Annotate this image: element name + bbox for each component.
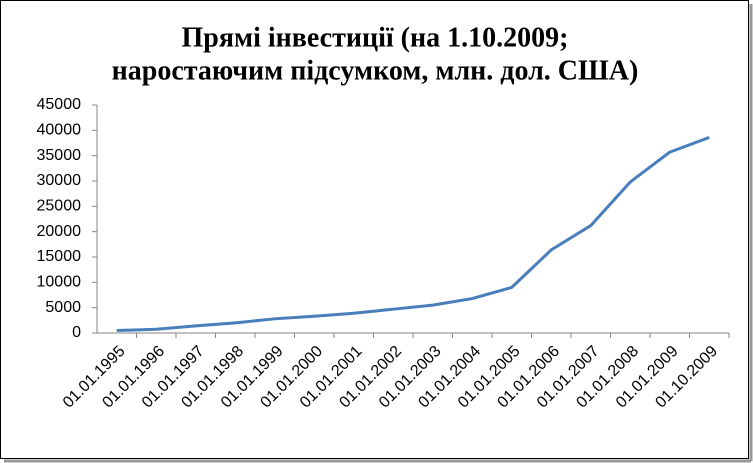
y-tick-label: 15000 <box>37 248 82 265</box>
chart-title: наростаючим підсумком, млн. дол. США) <box>112 55 639 86</box>
data-line <box>116 136 710 333</box>
y-tick-label: 30000 <box>37 172 82 189</box>
y-tick-label: 0 <box>72 324 81 341</box>
y-tick-label: 40000 <box>37 122 82 139</box>
chart-title: Прямі інвестиції (на 1.10.2009; <box>182 22 569 53</box>
y-tick-label: 20000 <box>37 223 82 240</box>
y-tick-label: 45000 <box>37 96 82 113</box>
y-tick-label: 35000 <box>37 147 82 164</box>
y-tick-label: 25000 <box>37 198 82 215</box>
y-tick-label: 10000 <box>37 274 82 291</box>
y-tick-label: 5000 <box>45 299 81 316</box>
